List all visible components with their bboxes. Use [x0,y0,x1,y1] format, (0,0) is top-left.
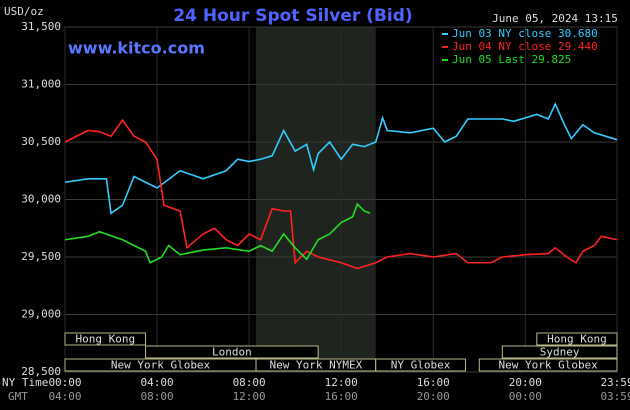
x-row-label: NY Time [2,376,48,389]
x-tick-label: 16:00 [417,376,450,389]
session-label: New York Globex [498,359,598,372]
x2-tick-label: 03:59 [600,390,630,403]
chart-date: June 05, 2024 13:15 [492,12,618,25]
session-label: New York Globex [111,359,211,372]
y-tick-label: 31,500 [21,20,61,33]
x2-tick-label: 08:00 [141,390,174,403]
x-tick-label: 12:00 [325,376,358,389]
chart-title: 24 Hour Spot Silver (Bid) [173,6,412,26]
session-box [501,345,618,359]
y-tick-label: 29,000 [21,308,61,321]
x-tick-label: 20:00 [509,376,542,389]
session-label: Sydney [540,346,580,359]
unit-label: USD/oz [4,5,44,18]
session-label: Hong Kong [75,333,135,346]
x2-tick-label: 16:00 [325,390,358,403]
y-tick-label: 30,500 [21,135,61,148]
session-label: New York NYMEX [270,359,363,372]
session-box [478,358,618,372]
legend-label: Jun 03 NY close 30.680 [452,27,598,40]
x-tick-label: 00:00 [48,376,81,389]
x2-tick-label: 04:00 [48,390,81,403]
session-box [536,332,618,346]
y-tick-label: 31,000 [21,78,61,91]
series-line [64,118,618,270]
x2-tick-label: 12:00 [233,390,266,403]
x-tick-label: 08:00 [233,376,266,389]
legend-label: Jun 05 Last 29.825 [452,53,571,66]
x2-tick-label: 20:00 [417,390,450,403]
session-label: NY Globex [391,359,451,372]
series-line [64,202,371,264]
x-tick-label: 23:59 [600,376,630,389]
site-label: www.kitco.com [68,39,205,58]
legend-label: Jun 04 NY close 29.440 [452,40,598,53]
session-box [375,358,466,372]
session-label: London [212,346,252,359]
y-tick-label: 28,500 [21,365,61,378]
x2-row-label: GMT [8,390,28,403]
session-box [145,345,319,359]
y-tick-label: 30,000 [21,193,61,206]
session-label: Hong Kong [547,333,607,346]
x2-tick-label: 00:00 [509,390,542,403]
x-tick-label: 04:00 [141,376,174,389]
y-tick-label: 29,500 [21,250,61,263]
session-box [64,332,147,346]
series-line [64,102,618,215]
